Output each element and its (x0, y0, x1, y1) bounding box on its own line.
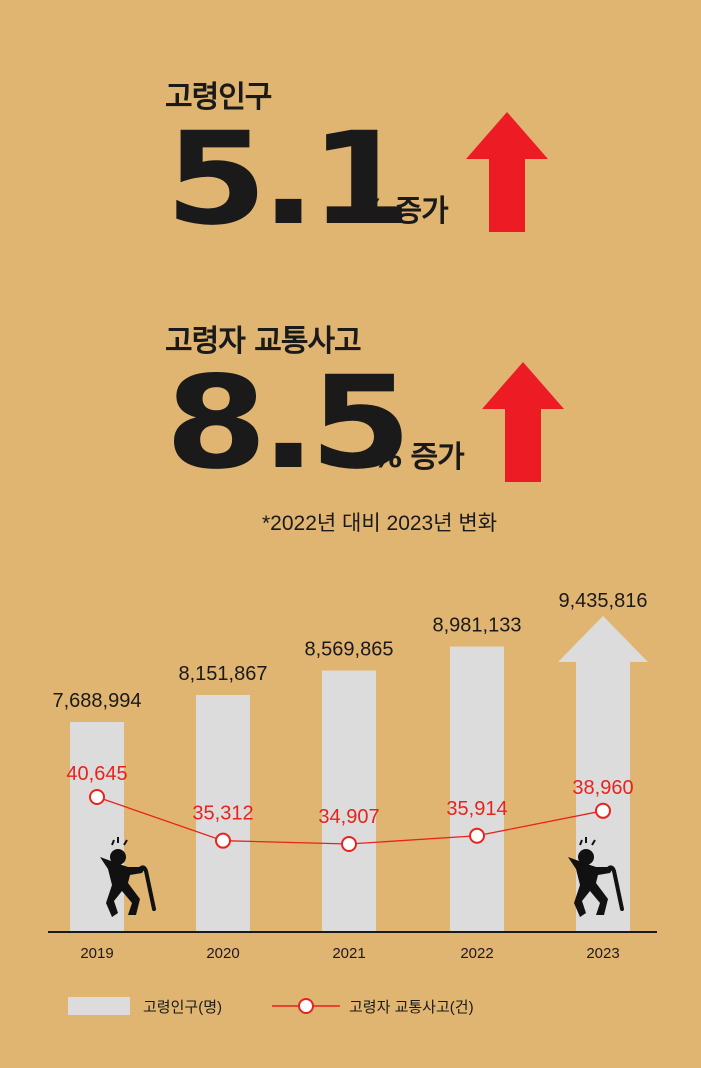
stat2-label: 고령자 교통사고 (165, 324, 362, 359)
accident-value-label: 35,312 (192, 803, 253, 825)
legend-label: 고령자 교통사고(건) (349, 999, 474, 1016)
accident-value-label: 34,907 (318, 806, 379, 828)
accident-point (469, 827, 485, 844)
bar-value-label: 7,688,994 (53, 690, 142, 712)
legend-bar-swatch (68, 997, 130, 1015)
x-tick-label: 2021 (332, 945, 365, 962)
arrow-up-icon (466, 112, 548, 232)
x-tick-label: 2023 (586, 945, 619, 962)
bar (196, 694, 250, 932)
accident-value-label: 35,914 (446, 798, 507, 820)
elderly-fall-icon (100, 837, 156, 917)
accident-point (595, 802, 611, 819)
bar-value-label: 9,435,816 (559, 590, 648, 612)
bar-value-label: 8,151,867 (179, 663, 268, 685)
stat2-suffix: % 증가 (372, 440, 465, 475)
x-tick-label: 2020 (206, 945, 239, 962)
legend-label: 고령인구(명) (143, 999, 222, 1016)
arrow-up-icon (482, 362, 564, 482)
elderly-fall-icon (568, 837, 624, 917)
bar (450, 646, 504, 932)
bar-value-label: 8,981,133 (433, 615, 522, 637)
comparison-note: *2022년 대비 2023년 변화 (262, 512, 498, 535)
x-tick-label: 2019 (80, 945, 113, 962)
chart: 7,688,994 2019 8,151,867 2020 8,569,865 2021 8… (48, 590, 657, 1016)
bar (322, 670, 376, 932)
accident-point (341, 836, 357, 852)
accident-point (89, 789, 105, 805)
accident-value-label: 38,960 (572, 777, 633, 799)
stat2-value: 8.5 (165, 349, 412, 498)
accident-point (215, 832, 231, 849)
bar (70, 722, 124, 932)
stat1-value: 5.1 (165, 105, 412, 254)
legend-point-swatch (298, 998, 314, 1014)
bar-value-label: 8,569,865 (305, 639, 394, 661)
bar-arrow-2023 (558, 616, 648, 932)
stat1-suffix: % 증가 (356, 194, 449, 229)
stat1-label: 고령인구 (165, 80, 272, 115)
accident-value-label: 40,645 (66, 763, 127, 785)
x-tick-label: 2022 (460, 945, 493, 962)
